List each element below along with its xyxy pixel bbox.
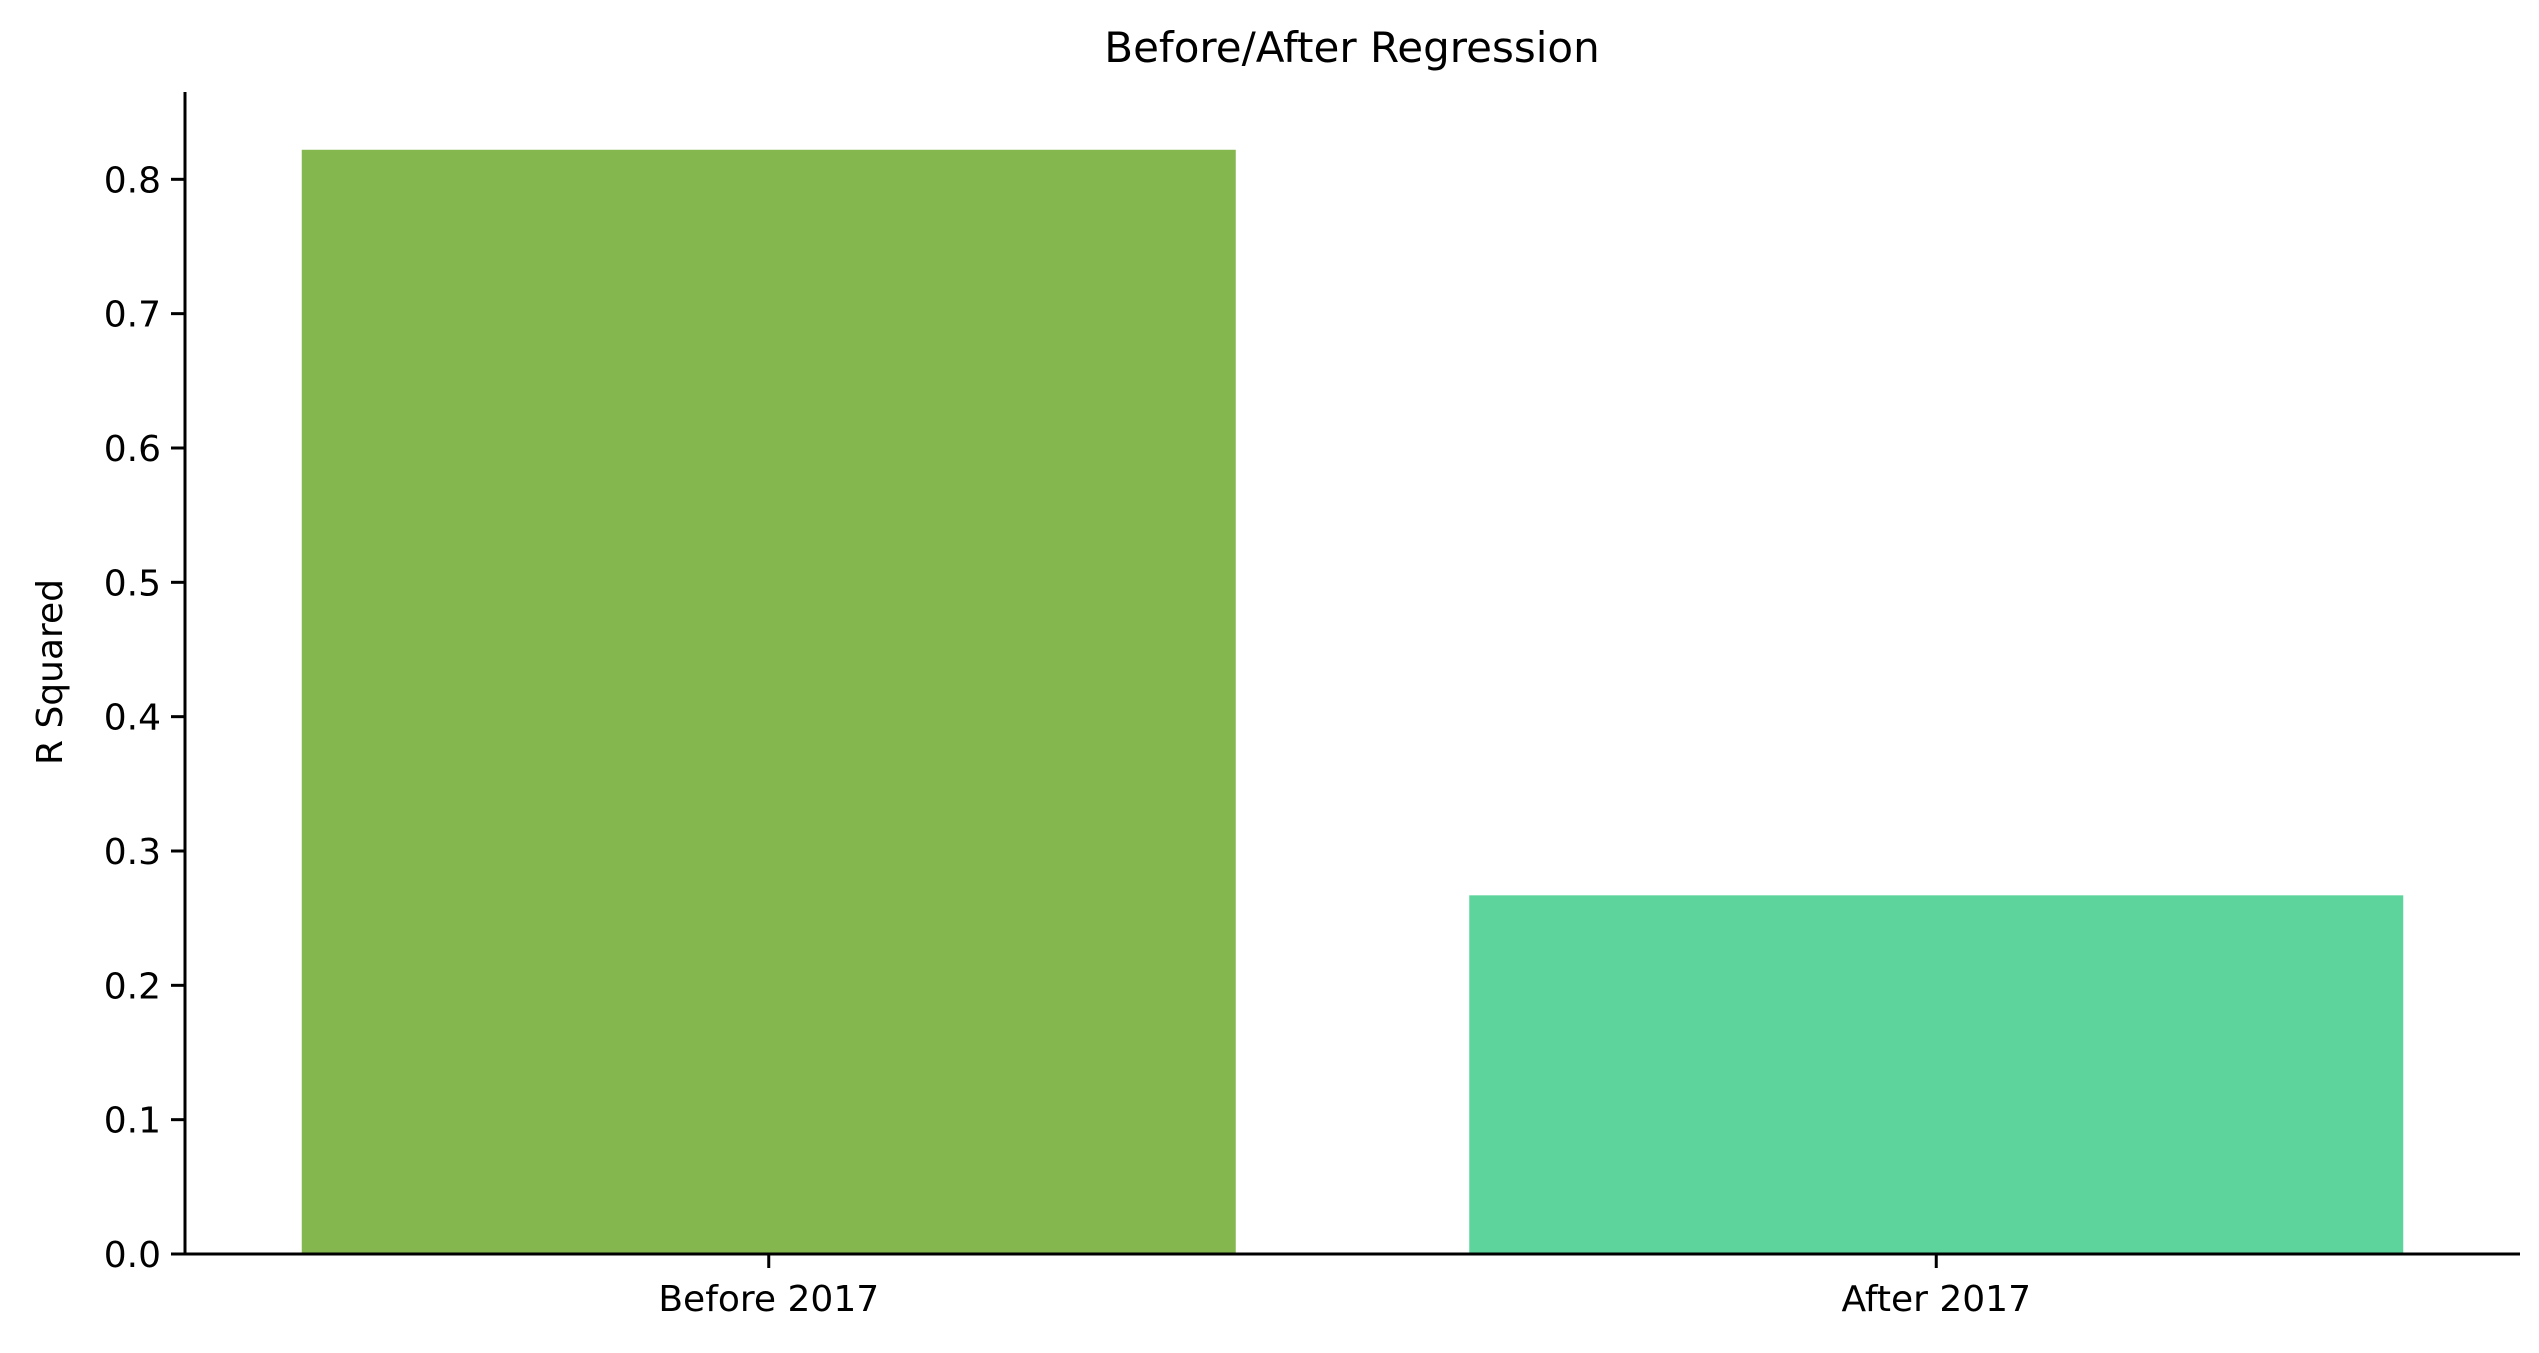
y-tick-label: 0.6 (104, 429, 161, 470)
y-tick-label: 0.5 (104, 563, 161, 604)
y-tick-label: 0.0 (104, 1235, 161, 1276)
y-tick-label: 0.1 (104, 1101, 161, 1142)
y-tick-label: 0.4 (104, 698, 161, 739)
y-tick-label: 0.7 (104, 295, 161, 336)
x-axis-ticks: Before 2017 After 2017 (658, 1254, 2031, 1320)
bars (301, 149, 2404, 1254)
chart-title: Before/After Regression (1104, 23, 1599, 72)
y-tick-label: 0.8 (104, 160, 161, 201)
y-tick-label: 0.2 (104, 966, 161, 1007)
y-axis-label: R Squared (30, 579, 71, 765)
x-tick-label: After 2017 (1841, 1279, 2031, 1320)
bar-after-2017 (1469, 895, 2404, 1254)
x-tick-label: Before 2017 (658, 1279, 879, 1320)
y-tick-label: 0.3 (104, 832, 161, 873)
bar-before-2017 (301, 149, 1236, 1254)
y-axis-ticks: 0.0 0.1 0.2 0.3 0.4 0.5 0.6 0.7 0.8 (104, 160, 185, 1276)
